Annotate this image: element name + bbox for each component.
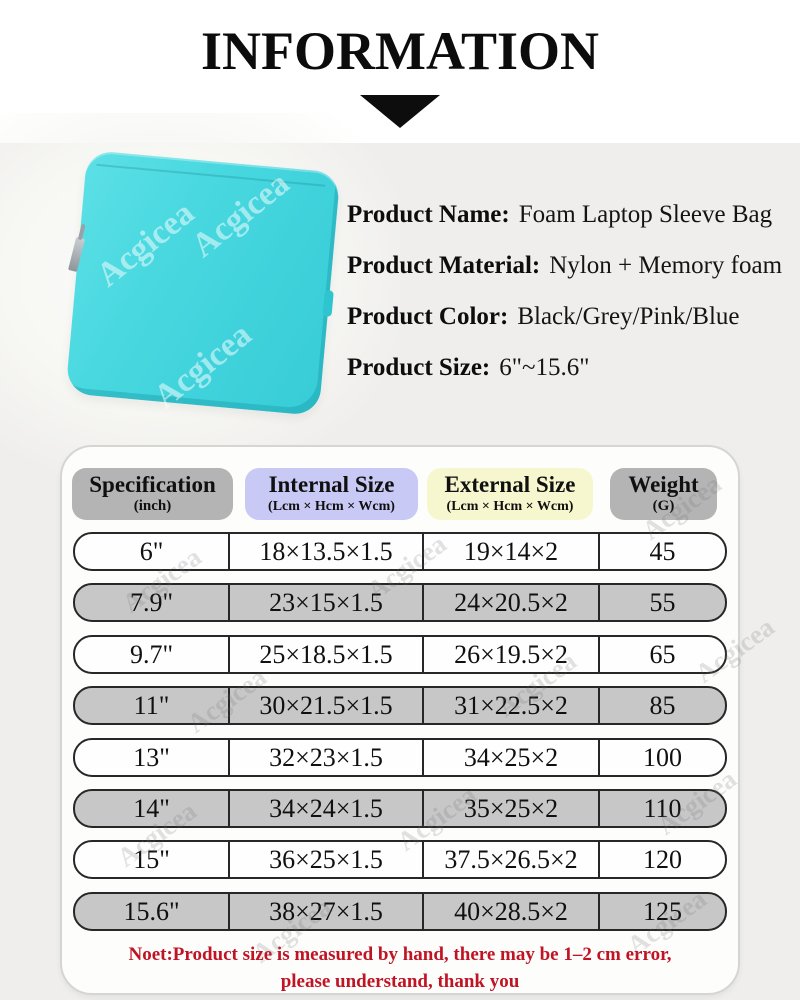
- internal-size-cell: 25×18.5×1.5: [230, 637, 424, 672]
- product-material-value: Nylon + Memory foam: [549, 252, 783, 279]
- column-subtitle: (Lcm × Hcm × Wcm): [446, 499, 574, 514]
- product-size-label: Product Size:: [347, 354, 491, 381]
- weight-cell: 85: [649, 690, 676, 720]
- external-size-cell: 26×19.5×2: [424, 637, 600, 672]
- spec-cell: 6": [75, 534, 230, 569]
- product-color-line: Product Color: Black/Grey/Pink/Blue: [347, 291, 782, 342]
- table-row: 11" 30×21.5×1.5 31×22.5×2 85: [73, 686, 727, 725]
- product-material-label: Product Material:: [347, 252, 541, 279]
- column-subtitle: (Lcm × Hcm × Wcm): [268, 499, 395, 514]
- external-size-cell: 35×25×2: [424, 791, 600, 826]
- weight-cell: 65: [649, 639, 676, 669]
- product-name-value: Foam Laptop Sleeve Bag: [518, 201, 773, 228]
- column-title: Specification: [89, 472, 216, 497]
- product-name-line: Product Name: Foam Laptop Sleeve Bag: [347, 189, 782, 240]
- weight-cell: 110: [643, 793, 682, 823]
- table-row: 6" 18×13.5×1.5 19×14×2 45: [73, 532, 727, 571]
- measurement-note-line2: please understand, thank you: [280, 971, 520, 992]
- measurement-note-line1: Noet:Product size is measured by hand, t…: [128, 944, 672, 965]
- spec-cell: 15": [75, 842, 230, 877]
- table-row: 7.9" 23×15×1.5 24×20.5×2 55: [73, 583, 727, 622]
- column-header-specification: Specification (inch): [72, 468, 233, 520]
- weight-cell: 55: [649, 587, 676, 617]
- spec-cell: 7.9": [75, 585, 230, 620]
- laptop-sleeve-image: Acgicea Acgicea Acgicea: [65, 149, 341, 417]
- spec-cell: 14": [75, 791, 230, 826]
- product-size-line: Product Size: 6"~15.6": [347, 342, 782, 393]
- column-header-external-size: External Size (Lcm × Hcm × Wcm): [427, 468, 593, 520]
- table-row: 15" 36×25×1.5 37.5×26.5×2 120: [73, 840, 727, 879]
- spec-cell: 13": [75, 740, 230, 775]
- spec-cell: 9.7": [75, 637, 230, 672]
- external-size-cell: 40×28.5×2: [424, 894, 600, 929]
- internal-size-cell: 34×24×1.5: [230, 791, 424, 826]
- internal-size-cell: 38×27×1.5: [230, 894, 424, 929]
- column-header-internal-size: Internal Size (Lcm × Hcm × Wcm): [245, 468, 418, 520]
- external-size-cell: 34×25×2: [424, 740, 600, 775]
- column-subtitle: (inch): [133, 498, 172, 514]
- table-row: 9.7" 25×18.5×1.5 26×19.5×2 65: [73, 635, 727, 674]
- product-name-label: Product Name:: [347, 201, 510, 228]
- column-title: External Size: [444, 472, 576, 497]
- product-color-value: Black/Grey/Pink/Blue: [517, 303, 740, 330]
- internal-size-cell: 32×23×1.5: [230, 740, 424, 775]
- spec-table: Specification (inch) Internal Size (Lcm …: [60, 445, 780, 995]
- weight-cell: 45: [649, 536, 676, 566]
- external-size-cell: 19×14×2: [424, 534, 600, 569]
- spec-cell: 15.6": [75, 894, 230, 929]
- product-material-line: Product Material: Nylon + Memory foam: [347, 240, 782, 291]
- product-color-label: Product Color:: [347, 303, 509, 330]
- weight-cell: 100: [643, 742, 682, 772]
- product-details: Product Name: Foam Laptop Sleeve Bag Prod…: [347, 189, 782, 393]
- external-size-cell: 31×22.5×2: [424, 688, 600, 723]
- weight-cell: 120: [643, 844, 682, 874]
- internal-size-cell: 23×15×1.5: [230, 585, 424, 620]
- external-size-cell: 37.5×26.5×2: [424, 842, 600, 877]
- info-section: Acgicea Acgicea Acgicea Product Name: Foa…: [0, 113, 800, 1000]
- watermark: Acgicea: [89, 194, 202, 295]
- column-title: Weight: [628, 472, 699, 497]
- table-row: 14" 34×24×1.5 35×25×2 110: [73, 789, 727, 828]
- internal-size-cell: 36×25×1.5: [230, 842, 424, 877]
- watermark: Acgicea: [147, 316, 259, 416]
- column-header-weight: Weight (G): [610, 468, 717, 520]
- column-subtitle: (G): [652, 498, 675, 514]
- table-row: 15.6" 38×27×1.5 40×28.5×2 125: [73, 892, 727, 931]
- column-title: Internal Size: [268, 472, 395, 497]
- product-size-value: 6"~15.6": [499, 354, 590, 381]
- page-title: INFORMATION: [201, 21, 599, 81]
- spec-cell: 11": [75, 688, 230, 723]
- weight-cell: 125: [643, 896, 682, 926]
- table-row: 13" 32×23×1.5 34×25×2 100: [73, 738, 727, 777]
- internal-size-cell: 30×21.5×1.5: [230, 688, 424, 723]
- internal-size-cell: 18×13.5×1.5: [230, 534, 424, 569]
- external-size-cell: 24×20.5×2: [424, 585, 600, 620]
